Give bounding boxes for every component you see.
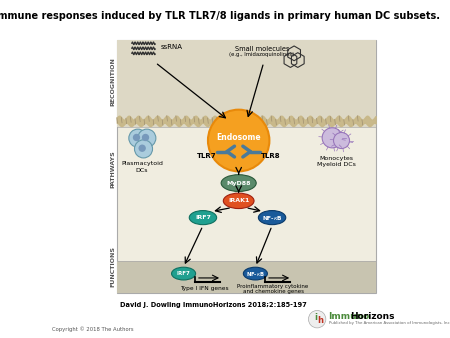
Text: Small molecules: Small molecules bbox=[235, 46, 289, 52]
Text: i: i bbox=[315, 313, 318, 322]
Ellipse shape bbox=[223, 193, 254, 209]
Circle shape bbox=[139, 145, 146, 152]
Ellipse shape bbox=[189, 211, 216, 225]
Circle shape bbox=[129, 129, 147, 147]
FancyBboxPatch shape bbox=[117, 40, 376, 127]
Text: Immune responses induced by TLR TLR7/8 ligands in primary human DC subsets.: Immune responses induced by TLR TLR7/8 l… bbox=[0, 11, 440, 21]
FancyBboxPatch shape bbox=[117, 40, 376, 293]
Text: (e.g., Imidazoquinolines): (e.g., Imidazoquinolines) bbox=[230, 52, 295, 57]
Text: Immuno: Immuno bbox=[328, 312, 370, 321]
Text: TLR7: TLR7 bbox=[197, 153, 216, 159]
Text: NF-$\kappa$B: NF-$\kappa$B bbox=[246, 270, 265, 277]
Text: NF-$\kappa$B: NF-$\kappa$B bbox=[261, 214, 283, 222]
Text: and chemokine genes: and chemokine genes bbox=[243, 289, 304, 293]
Circle shape bbox=[135, 140, 153, 158]
Ellipse shape bbox=[258, 211, 286, 225]
Text: Horizons: Horizons bbox=[351, 312, 395, 321]
Circle shape bbox=[133, 134, 140, 141]
Text: Proinflammatory cytokine: Proinflammatory cytokine bbox=[238, 284, 309, 289]
Text: IRF7: IRF7 bbox=[195, 215, 211, 220]
Text: IRAK1: IRAK1 bbox=[228, 198, 249, 203]
Text: Published by The American Association of Immunologists, Inc.: Published by The American Association of… bbox=[329, 320, 450, 324]
Circle shape bbox=[333, 132, 350, 149]
Text: ssRNA: ssRNA bbox=[160, 44, 182, 50]
Text: Copyright © 2018 The Authors: Copyright © 2018 The Authors bbox=[52, 327, 133, 332]
Circle shape bbox=[142, 134, 149, 141]
Text: David J. Dowling ImmunoHorizons 2018;2:185-197: David J. Dowling ImmunoHorizons 2018;2:1… bbox=[120, 303, 307, 309]
Text: MyD88: MyD88 bbox=[226, 180, 251, 186]
Circle shape bbox=[322, 128, 342, 148]
Ellipse shape bbox=[171, 267, 196, 280]
Text: h: h bbox=[317, 316, 323, 325]
Text: IRF7: IRF7 bbox=[177, 271, 190, 276]
Text: Endosome: Endosome bbox=[216, 132, 261, 142]
Ellipse shape bbox=[243, 267, 267, 280]
Text: TLR8: TLR8 bbox=[261, 153, 280, 159]
Text: DCs: DCs bbox=[135, 168, 148, 172]
Circle shape bbox=[138, 129, 156, 147]
Circle shape bbox=[308, 311, 326, 328]
Text: PATHWAYS: PATHWAYS bbox=[110, 150, 115, 188]
Text: RECOGNITION: RECOGNITION bbox=[110, 57, 115, 106]
Text: FUNCTIONS: FUNCTIONS bbox=[110, 246, 115, 287]
Text: Plasmacytoid: Plasmacytoid bbox=[121, 162, 163, 167]
FancyBboxPatch shape bbox=[117, 261, 376, 293]
Text: Type I IFN genes: Type I IFN genes bbox=[180, 286, 229, 291]
Circle shape bbox=[208, 110, 270, 171]
Text: Monocytes: Monocytes bbox=[319, 156, 353, 161]
Text: Myeloid DCs: Myeloid DCs bbox=[317, 162, 356, 167]
Ellipse shape bbox=[221, 175, 256, 191]
